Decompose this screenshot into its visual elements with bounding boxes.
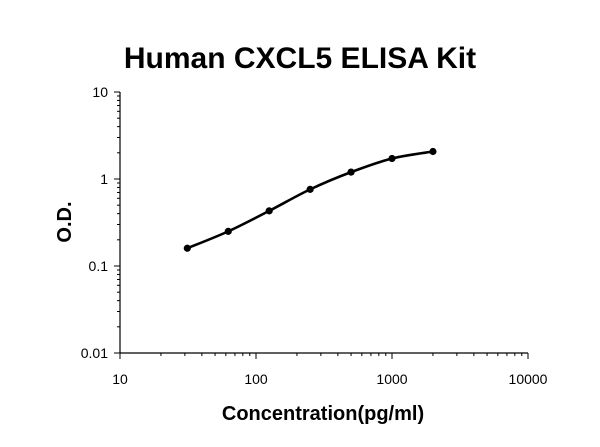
plot-area: 0.01 0.1 1 10 10 100 1000 10000 xyxy=(81,84,548,387)
chart-title: Human CXCL5 ELISA Kit xyxy=(124,42,476,75)
x-tick-label: 10 xyxy=(112,371,128,387)
y-tick-label: 1 xyxy=(100,171,108,187)
x-axis-title: Concentration(pg/ml) xyxy=(222,403,424,425)
data-point xyxy=(224,227,232,235)
y-axis-title: O.D. xyxy=(54,201,76,242)
data-point xyxy=(265,207,273,215)
series-line xyxy=(186,150,435,250)
y-tick-label: 0.01 xyxy=(81,345,108,361)
y-tick-label: 10 xyxy=(92,84,108,100)
data-point xyxy=(183,244,191,252)
data-point xyxy=(388,154,396,163)
x-tick-label: 100 xyxy=(244,371,268,387)
x-tick-label: 10000 xyxy=(509,371,548,387)
data-point xyxy=(429,147,437,156)
data-point xyxy=(306,185,314,193)
y-tick-label: 0.1 xyxy=(89,258,109,274)
data-point xyxy=(347,168,355,176)
x-tick-label: 1000 xyxy=(376,371,407,387)
